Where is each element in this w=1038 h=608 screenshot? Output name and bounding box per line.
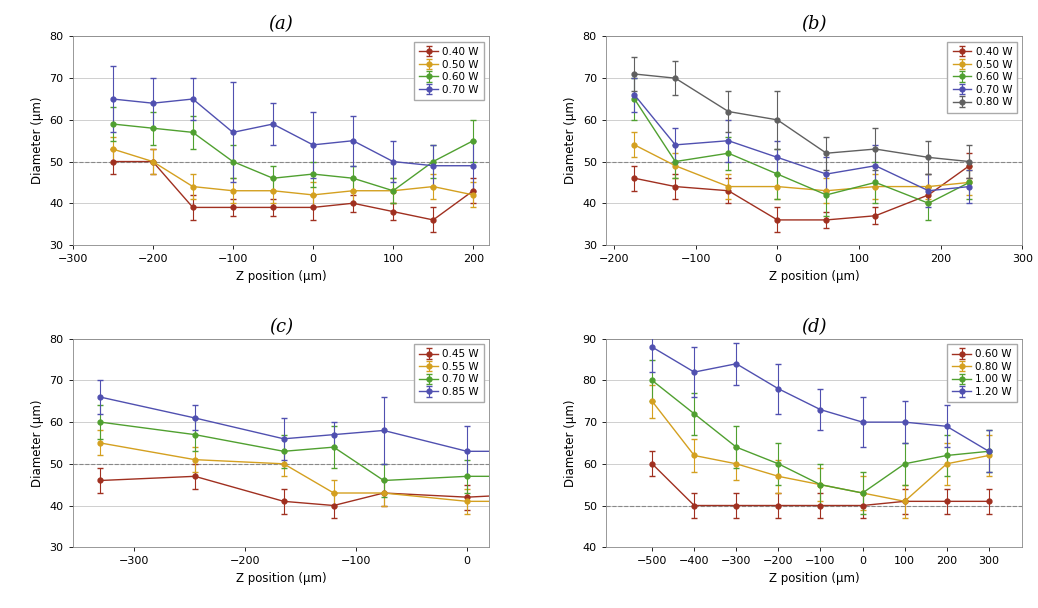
Title: (b): (b) — [801, 16, 827, 33]
X-axis label: Z position (μm): Z position (μm) — [769, 572, 859, 585]
X-axis label: Z position (μm): Z position (μm) — [769, 269, 859, 283]
Y-axis label: Diameter (μm): Diameter (μm) — [565, 399, 577, 487]
Title: (a): (a) — [269, 16, 294, 33]
Title: (d): (d) — [801, 318, 827, 336]
Legend: 0.40 W, 0.50 W, 0.60 W, 0.70 W, 0.80 W: 0.40 W, 0.50 W, 0.60 W, 0.70 W, 0.80 W — [948, 42, 1017, 112]
Title: (c): (c) — [269, 318, 293, 336]
X-axis label: Z position (μm): Z position (μm) — [236, 572, 326, 585]
X-axis label: Z position (μm): Z position (μm) — [236, 269, 326, 283]
Legend: 0.60 W, 0.80 W, 1.00 W, 1.20 W: 0.60 W, 0.80 W, 1.00 W, 1.20 W — [948, 344, 1017, 402]
Legend: 0.45 W, 0.55 W, 0.70 W, 0.85 W: 0.45 W, 0.55 W, 0.70 W, 0.85 W — [414, 344, 484, 402]
Legend: 0.40 W, 0.50 W, 0.60 W, 0.70 W: 0.40 W, 0.50 W, 0.60 W, 0.70 W — [414, 42, 484, 100]
Y-axis label: Diameter (μm): Diameter (μm) — [31, 399, 44, 487]
Y-axis label: Diameter (μm): Diameter (μm) — [31, 97, 44, 184]
Y-axis label: Diameter (μm): Diameter (μm) — [565, 97, 577, 184]
